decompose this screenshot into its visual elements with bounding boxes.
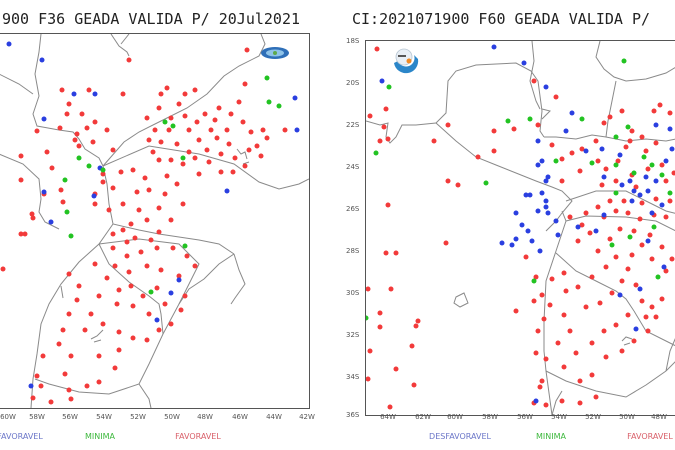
right-map-title: CI:2021071900 F60 GEADA VALIDA P/ xyxy=(352,10,651,28)
x-tick: 54W xyxy=(96,413,112,421)
left-map-title: 900 F36 GEADA VALIDA P/ 20Jul2021 xyxy=(2,10,301,28)
x-tick: 48W xyxy=(651,413,667,421)
left-legend-favoravel: FAVORAVEL xyxy=(175,432,221,441)
left-legend-minima: MINIMA xyxy=(85,432,115,441)
y-tick: 28S xyxy=(346,247,360,255)
y-tick: 36S xyxy=(346,411,360,419)
left-legend-desfavoravel: FAVORAVEL xyxy=(0,432,43,441)
y-tick: 32S xyxy=(346,331,360,339)
x-tick: 50W xyxy=(619,413,635,421)
x-tick: 58W xyxy=(29,413,45,421)
x-tick: 56W xyxy=(62,413,78,421)
y-tick: 24S xyxy=(346,163,360,171)
left-station-dots xyxy=(0,41,300,405)
y-tick: 22S xyxy=(346,121,360,129)
x-tick: 58W xyxy=(482,413,498,421)
x-tick: 60W xyxy=(0,413,16,421)
right-legend-desfavoravel: DESFAVORAVEL xyxy=(429,432,491,441)
y-tick: 30S xyxy=(346,289,360,297)
left-map-canvas xyxy=(0,34,309,408)
left-map-panel: 900 F36 GEADA VALIDA P/ 20Jul2021 xyxy=(0,10,315,441)
left-logo-icon xyxy=(261,47,289,59)
x-tick: 50W xyxy=(164,413,180,421)
right-logo-icon xyxy=(394,48,419,74)
y-tick: 18S xyxy=(346,37,360,45)
right-legend-favoravel: FAVORAVEL xyxy=(627,432,673,441)
x-tick: 44W xyxy=(266,413,282,421)
y-tick: 34S xyxy=(346,373,360,381)
right-legend-minima: MINIMA xyxy=(536,432,566,441)
y-tick: 26S xyxy=(346,205,360,213)
x-tick: 62W xyxy=(415,413,431,421)
right-map-canvas xyxy=(366,41,675,415)
x-tick: 64W xyxy=(380,413,396,421)
x-tick: 48W xyxy=(197,413,213,421)
x-tick: 52W xyxy=(130,413,146,421)
x-tick: 60W xyxy=(447,413,463,421)
x-tick: 42W xyxy=(299,413,315,421)
left-map-frame xyxy=(0,33,310,409)
right-map-frame xyxy=(365,40,675,416)
x-tick: 46W xyxy=(232,413,248,421)
y-tick: 20S xyxy=(346,79,360,87)
right-station-dots xyxy=(366,44,675,410)
right-map-panel: CI:2021071900 F60 GEADA VALIDA P/ 18S 20… xyxy=(338,0,675,450)
left-border-lines xyxy=(0,34,309,408)
x-tick: 54W xyxy=(551,413,567,421)
x-tick: 52W xyxy=(585,413,601,421)
x-tick: 56W xyxy=(517,413,533,421)
right-border-lines xyxy=(366,41,675,415)
